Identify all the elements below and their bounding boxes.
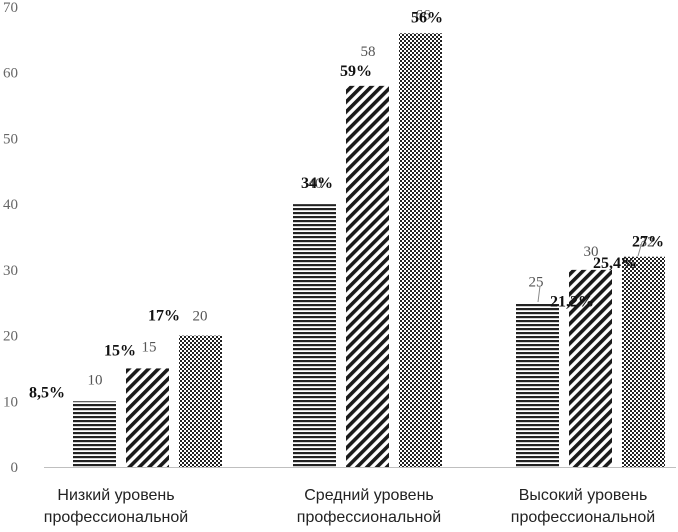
value-label: 58 xyxy=(361,44,376,60)
value-label: 32 xyxy=(640,235,655,251)
bar-series-3-cat-2 xyxy=(622,256,665,467)
bar-series-3-cat-0 xyxy=(179,335,222,467)
percent-label: 17% xyxy=(148,308,180,325)
percent-label: 8,5% xyxy=(29,384,65,401)
label-leader-line xyxy=(537,285,541,303)
bars-layer xyxy=(73,33,665,468)
bar-series-1-cat-0 xyxy=(73,401,116,467)
x-category-label: Высокий уровень профессиональной xyxy=(511,487,655,526)
value-label: 15 xyxy=(142,339,157,355)
y-tick-label: 40 xyxy=(3,197,18,213)
x-category-label: Низкий уровень профессиональной xyxy=(44,487,188,526)
value-label: 20 xyxy=(193,309,208,325)
y-tick-label: 10 xyxy=(3,394,18,410)
x-category-label-line: профессиональной xyxy=(297,509,441,526)
value-label: 40 xyxy=(308,176,323,192)
percent-label: 59% xyxy=(340,63,372,80)
axis-layer: 0 10 20 30 40 50 60 70 Низкий уровень профессиона… xyxy=(3,0,676,526)
value-label: 66 xyxy=(416,7,432,23)
bar-series-1-cat-1 xyxy=(293,204,336,467)
x-category-label: Средний уровень профессиональной xyxy=(297,487,441,526)
label-leader-line xyxy=(637,241,643,257)
bar-series-3-cat-1 xyxy=(399,33,442,468)
x-category-label-line: Средний уровень xyxy=(304,487,434,504)
x-category-label-line: профессиональной xyxy=(44,509,188,526)
y-tick-label: 60 xyxy=(3,66,18,82)
value-label: 25 xyxy=(529,275,544,291)
y-tick-label: 30 xyxy=(3,263,18,279)
bar-series-2-cat-1 xyxy=(346,85,389,467)
percent-label: 25,4% xyxy=(593,255,637,272)
y-tick-label: 20 xyxy=(3,329,18,345)
bar-series-2-cat-0 xyxy=(126,368,169,467)
y-tick-label: 50 xyxy=(3,131,18,147)
percent-label: 21,2% xyxy=(550,294,594,311)
x-category-label-line: Низкий уровень xyxy=(57,487,174,504)
bar-series-1-cat-2 xyxy=(516,302,559,467)
percent-label: 27% xyxy=(632,234,664,251)
value-label: 30 xyxy=(584,244,599,260)
value-label: 10 xyxy=(88,372,103,388)
x-category-label-line: Высокий уровень xyxy=(519,487,648,504)
percent-label: 56% xyxy=(411,9,443,26)
y-tick-label: 0 xyxy=(11,460,19,476)
x-category-label-line: профессиональной xyxy=(511,509,655,526)
y-tick-label: 70 xyxy=(3,0,18,16)
percent-label: 15% xyxy=(104,342,136,359)
bar-series-2-cat-2 xyxy=(569,269,612,467)
percent-label: 34% xyxy=(301,175,333,192)
